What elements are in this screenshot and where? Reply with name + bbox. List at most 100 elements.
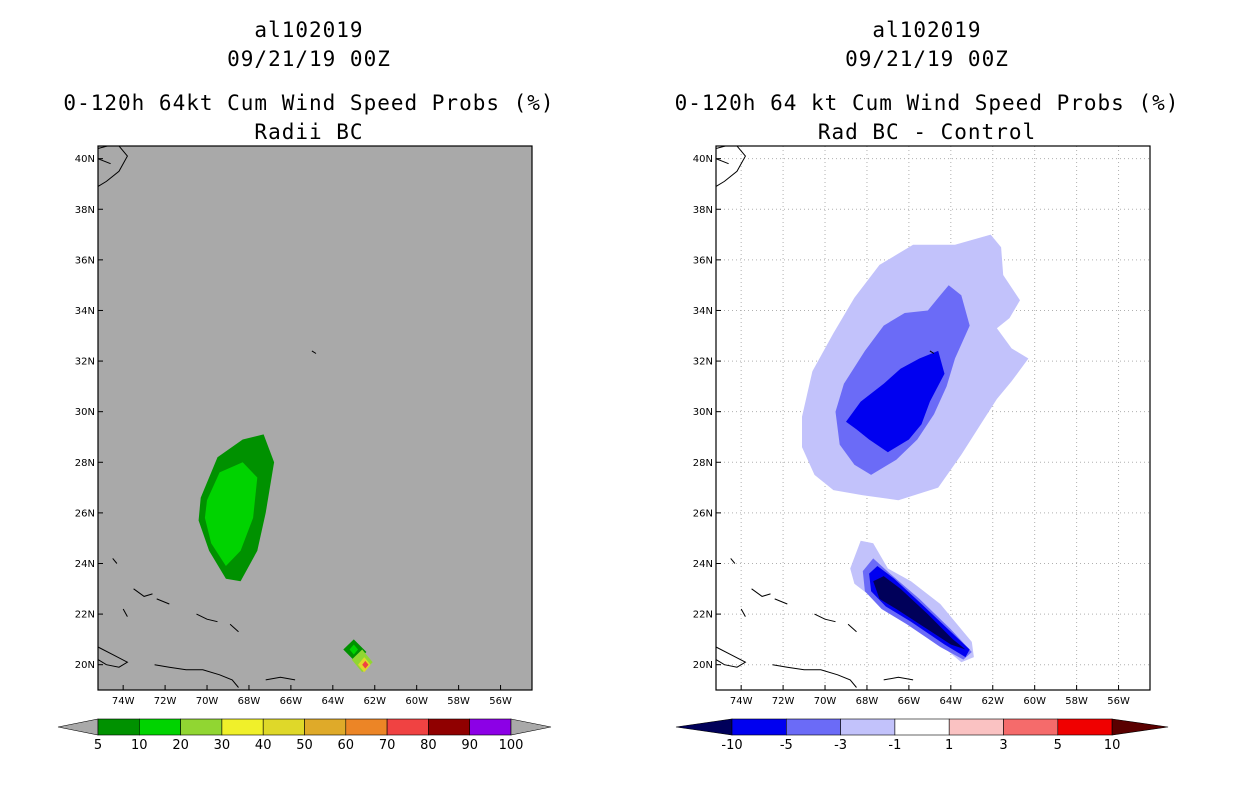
y-tick-label: 38N bbox=[75, 205, 95, 216]
colorbar-label: 100 bbox=[499, 738, 524, 753]
colorbar-segment bbox=[139, 718, 181, 736]
colorbar-label: 80 bbox=[420, 738, 437, 753]
coastline bbox=[156, 598, 170, 605]
coastline bbox=[122, 608, 128, 617]
colorbar-segment bbox=[345, 718, 388, 736]
map-background bbox=[98, 146, 532, 690]
coastline bbox=[229, 623, 239, 633]
storm-id-label: al102019 bbox=[254, 18, 364, 42]
x-tick-label: 58W bbox=[447, 696, 470, 707]
colorbar-label: -1 bbox=[888, 738, 901, 753]
colorbar-end-high bbox=[1111, 718, 1169, 736]
coastline bbox=[774, 598, 788, 605]
coastline bbox=[98, 158, 111, 165]
colorbar-segment bbox=[428, 718, 470, 736]
x-tick-label: 60W bbox=[1023, 696, 1046, 707]
x-tick-label: 68W bbox=[238, 696, 261, 707]
coastline bbox=[730, 558, 736, 564]
colorbar-segment bbox=[894, 718, 950, 736]
colorbar-segment bbox=[97, 718, 140, 736]
plot-frame bbox=[97, 145, 533, 691]
colorbar-label: 50 bbox=[296, 738, 313, 753]
x-tick-label: 74W bbox=[112, 696, 135, 707]
colorbar-label: 70 bbox=[379, 738, 396, 753]
coastline bbox=[716, 158, 729, 165]
y-tick-label: 28N bbox=[75, 458, 95, 469]
y-tick-label: 40N bbox=[693, 154, 713, 165]
left-panel: al102019 09/21/19 00Z 0-120h 64kt Cum Wi… bbox=[57, 18, 554, 753]
storm-id-label: al102019 bbox=[872, 18, 982, 42]
y-tick-label: 36N bbox=[75, 255, 95, 266]
x-tick-label: 62W bbox=[363, 696, 386, 707]
contour-region bbox=[873, 576, 966, 650]
colorbar-end-low bbox=[675, 718, 733, 736]
right-panel: al102019 09/21/19 00Z 0-120h 64 kt Cum W… bbox=[618, 0, 1236, 800]
colorbar-label: -5 bbox=[780, 738, 793, 753]
x-tick-label: 64W bbox=[940, 696, 963, 707]
y-tick-label: 34N bbox=[693, 306, 713, 317]
x-tick-label: 60W bbox=[405, 696, 428, 707]
colorbar-segment bbox=[221, 718, 264, 736]
prob-colorbar: 5 10 20 30 40 50 60 70 80 90 100 bbox=[57, 718, 552, 753]
contour-region bbox=[349, 644, 358, 655]
colorbar-label: -3 bbox=[834, 738, 847, 753]
y-tick-label: 38N bbox=[693, 205, 713, 216]
y-tick-label: 34N bbox=[75, 306, 95, 317]
coastline bbox=[740, 608, 746, 617]
y-tick-label: 36N bbox=[693, 255, 713, 266]
coastline bbox=[847, 623, 857, 633]
coastline bbox=[265, 676, 296, 681]
coastline bbox=[716, 146, 747, 187]
datetime-label: 09/21/19 00Z bbox=[845, 47, 1009, 71]
coastline bbox=[883, 676, 914, 681]
coastline bbox=[751, 588, 771, 597]
colorbar-label: 10 bbox=[131, 738, 148, 753]
colorbar-end-high bbox=[510, 718, 552, 736]
y-tick-label: 24N bbox=[75, 559, 95, 570]
x-tick-label: 72W bbox=[772, 696, 795, 707]
colorbar-segment bbox=[786, 718, 841, 736]
colorbar-label: 40 bbox=[255, 738, 272, 753]
coastline bbox=[772, 664, 857, 688]
colorbar-segment bbox=[840, 718, 896, 736]
contour-region bbox=[362, 660, 369, 669]
x-tick-label: 64W bbox=[322, 696, 345, 707]
y-tick-label: 22N bbox=[693, 610, 713, 621]
contour-region bbox=[204, 462, 258, 566]
colorbar-label: 30 bbox=[214, 738, 231, 753]
coastline bbox=[814, 613, 836, 623]
colorbar-label: 3 bbox=[999, 738, 1007, 753]
x-tick-label: 66W bbox=[898, 696, 921, 707]
y-tick-label: 28N bbox=[693, 458, 713, 469]
coastline bbox=[98, 146, 129, 187]
x-tick-label: 68W bbox=[856, 696, 879, 707]
coastline bbox=[311, 350, 317, 354]
x-tick-label: 56W bbox=[489, 696, 512, 707]
coastline bbox=[196, 613, 218, 623]
colorbar-segment bbox=[469, 718, 512, 736]
diff-map: 74W 72W 70W 68W 66W 64W 62W 60W 58W 56W 20N 22N 24N 2… bbox=[693, 145, 1151, 707]
chart-subtitle: Rad BC - Control bbox=[817, 120, 1037, 144]
x-tick-label: 58W bbox=[1065, 696, 1088, 707]
coastline bbox=[929, 350, 935, 354]
y-tick-label: 26N bbox=[693, 508, 713, 519]
coastline bbox=[716, 646, 747, 668]
chart-title: 0-120h 64 kt Cum Wind Speed Probs (%) bbox=[674, 91, 1180, 115]
colorbar-label: 20 bbox=[172, 738, 189, 753]
colorbar-segment bbox=[1003, 718, 1059, 736]
y-tick-label: 20N bbox=[75, 660, 95, 671]
colorbar-label: 1 bbox=[945, 738, 953, 753]
y-tick-label: 26N bbox=[75, 508, 95, 519]
chart-subtitle: Radii BC bbox=[254, 120, 364, 144]
colorbar-segment bbox=[180, 718, 223, 736]
colorbar-segment bbox=[731, 718, 787, 736]
coastline bbox=[154, 664, 239, 688]
colorbar-label: -10 bbox=[721, 738, 742, 753]
colorbar-segment bbox=[386, 718, 429, 736]
prob-map: 74W 72W 70W 68W 66W 64W 62W 60W 58W 56W 20N 22N 24N 2… bbox=[75, 145, 533, 707]
x-tick-label: 56W bbox=[1107, 696, 1130, 707]
colorbar-segment bbox=[948, 718, 1004, 736]
colorbar-label: 90 bbox=[461, 738, 478, 753]
colorbar-segment bbox=[304, 718, 347, 736]
colorbar-label: 10 bbox=[1104, 738, 1121, 753]
